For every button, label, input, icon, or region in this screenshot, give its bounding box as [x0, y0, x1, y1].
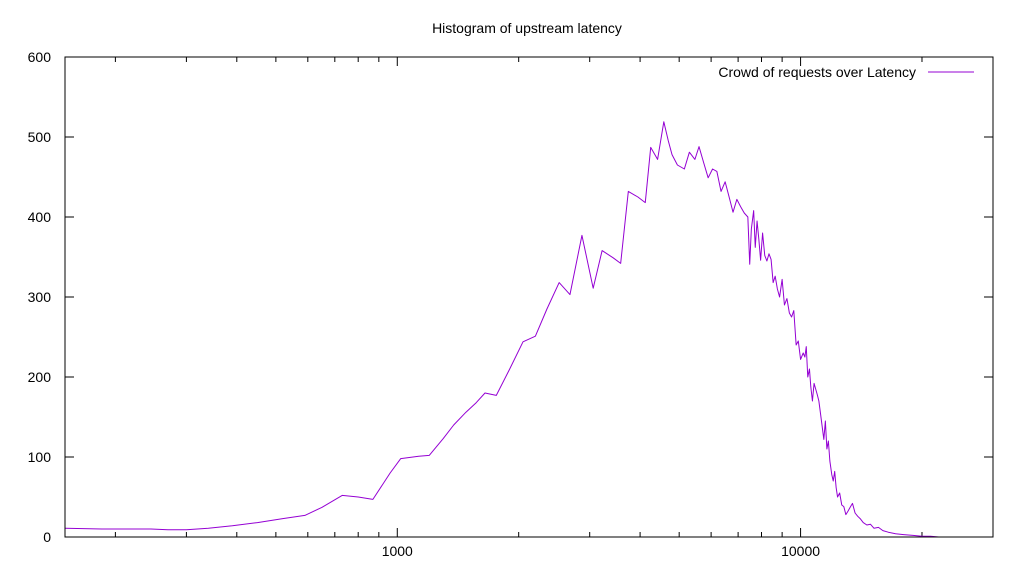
y-tick-label-400: 400 [28, 209, 52, 225]
y-axis-tick-labels: 0 100 200 300 400 500 600 [28, 49, 52, 545]
y-tick-label-600: 600 [28, 49, 52, 65]
x-axis-tick-labels: 1000 10000 [382, 543, 821, 559]
y-tick-label-200: 200 [28, 369, 52, 385]
y-tick-label-0: 0 [43, 529, 51, 545]
x-tick-label-1000: 1000 [382, 543, 413, 559]
series-line-0 [64, 121, 939, 538]
x-tick-label-10000: 10000 [781, 543, 820, 559]
y-tick-label-500: 500 [28, 129, 52, 145]
legend: Crowd of requests over Latency [718, 64, 974, 80]
y-tick-label-100: 100 [28, 449, 52, 465]
chart-title: Histogram of upstream latency [432, 20, 622, 36]
y-tick-label-300: 300 [28, 289, 52, 305]
plot-frame [64, 56, 994, 538]
series-layer [64, 121, 939, 538]
legend-label: Crowd of requests over Latency [718, 64, 916, 80]
